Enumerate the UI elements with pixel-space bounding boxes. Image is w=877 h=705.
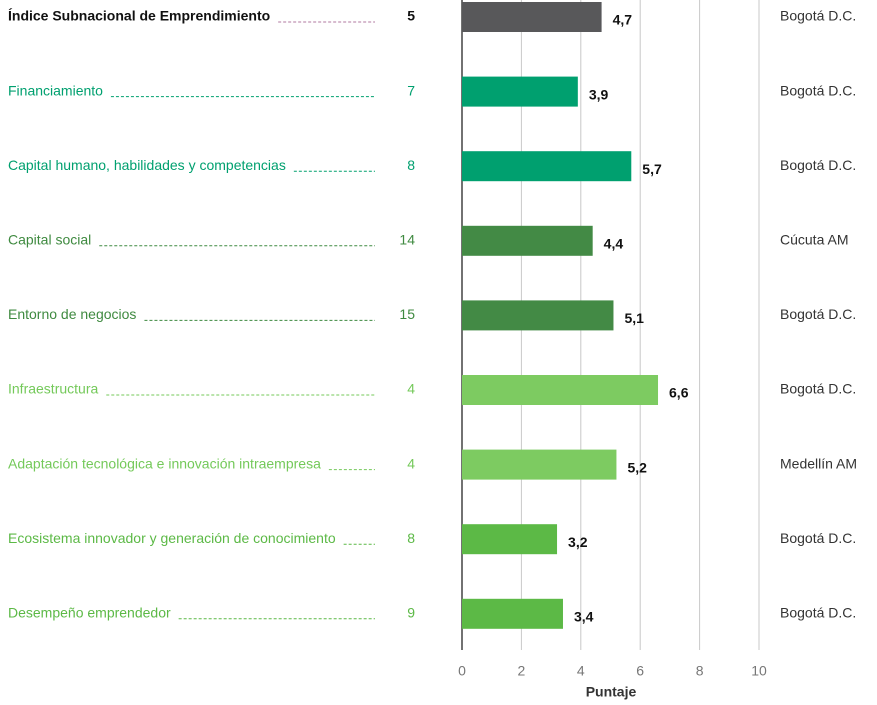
best-label: Bogotá D.C. [780, 381, 856, 397]
bar [462, 524, 558, 555]
best-label: Bogotá D.C. [780, 8, 856, 24]
x-tick-label: 0 [458, 663, 466, 679]
best-label: Bogotá D.C. [780, 530, 856, 546]
bar [462, 76, 578, 107]
bar [462, 375, 659, 405]
category-label: Capital social [8, 232, 91, 248]
value-label: 4,4 [604, 236, 624, 252]
rank-label: 5 [407, 8, 415, 24]
value-label: 4,7 [613, 12, 633, 28]
best-label: Bogotá D.C. [780, 157, 856, 173]
value-label: 5,1 [624, 310, 644, 326]
bar [462, 151, 632, 182]
category-label: Entorno de negocios [8, 306, 136, 322]
x-tick-label: 4 [577, 663, 585, 679]
value-label: 3,9 [589, 86, 609, 102]
value-label: 5,7 [642, 161, 662, 177]
best-label: Cúcuta AM [780, 232, 848, 248]
rank-label: 8 [407, 157, 415, 173]
rank-label: 9 [407, 605, 415, 621]
category-label: Índice Subnacional de Emprendimiento [8, 8, 270, 24]
value-label: 3,2 [568, 534, 588, 550]
x-axis-label: Puntaje [586, 684, 637, 700]
value-label: 5,2 [627, 459, 647, 475]
category-label: Financiamiento [8, 82, 103, 98]
value-label: 6,6 [669, 385, 689, 401]
x-tick-label: 8 [696, 663, 704, 679]
category-label: Desempeño emprendedor [8, 605, 171, 621]
bar [462, 225, 593, 256]
x-tick-label: 6 [636, 663, 644, 679]
x-tick-label: 2 [518, 663, 526, 679]
bar [462, 598, 563, 629]
best-label: Medellín AM [780, 455, 857, 471]
bar [462, 2, 602, 32]
rank-label: 4 [407, 381, 415, 397]
best-label: Bogotá D.C. [780, 82, 856, 98]
category-label: Infraestructura [8, 381, 98, 397]
category-label: Adaptación tecnológica e innovación intr… [8, 455, 321, 471]
value-label: 3,4 [574, 609, 594, 625]
best-label: Bogotá D.C. [780, 306, 856, 322]
rank-label: 14 [399, 232, 415, 248]
bar [462, 449, 617, 480]
x-tick-label: 10 [751, 663, 767, 679]
category-label: Capital humano, habilidades y competenci… [8, 157, 286, 173]
rank-label: 15 [399, 306, 415, 322]
rank-label: 4 [407, 455, 415, 471]
best-label: Bogotá D.C. [780, 605, 856, 621]
bar [462, 300, 614, 331]
rank-label: 8 [407, 530, 415, 546]
category-label: Ecosistema innovador y generación de con… [8, 530, 336, 546]
rank-label: 7 [407, 82, 415, 98]
